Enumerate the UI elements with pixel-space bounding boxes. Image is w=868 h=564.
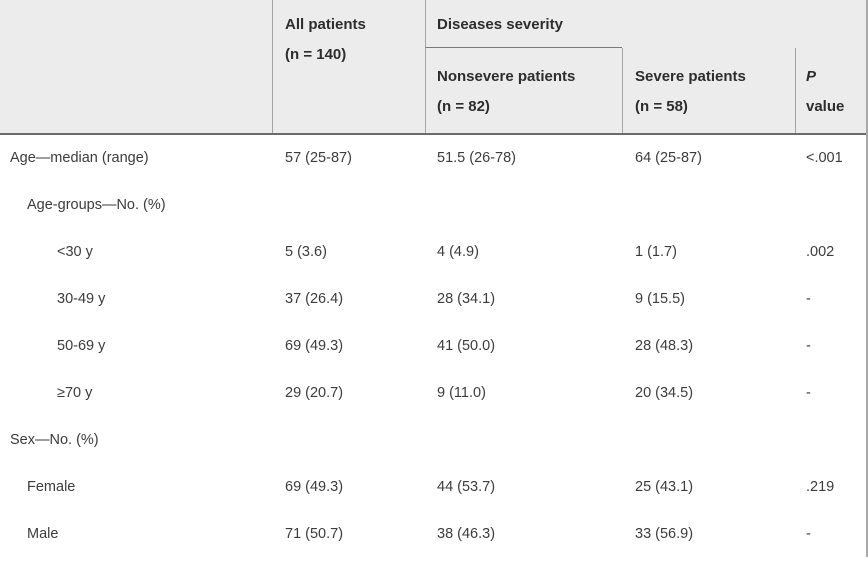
table-row-sex: Sex—No. (%) [0, 416, 866, 463]
cell-severe: 25 (43.1) [635, 478, 694, 495]
cell-nonsevere: 51.5 (26-78) [437, 150, 516, 167]
cell-severe: 1 (1.7) [635, 244, 677, 261]
table-row-female: Female 69 (49.3) 44 (53.7) 25 (43.1) .21… [0, 463, 866, 510]
header-nonsevere-n: (n = 82) [437, 98, 490, 115]
cell-p-value: <.001 [806, 150, 843, 167]
header-p-label: P [806, 68, 817, 85]
header-diseases-severity-label: Diseases severity [437, 16, 563, 33]
table-row-age-median: Age—median (range) 57 (25-87) 51.5 (26-7… [0, 135, 866, 182]
header-severe-n: (n = 58) [635, 98, 688, 115]
header-p-value-label: value [806, 98, 845, 115]
header-stub-cell [0, 0, 272, 133]
header-severe-label: Severe patients [635, 68, 746, 85]
row-label: Sex—No. (%) [10, 431, 99, 448]
table-body: Age—median (range) 57 (25-87) 51.5 (26-7… [0, 135, 866, 557]
cell-all-patients: 37 (26.4) [285, 291, 344, 308]
cell-severe: 64 (25-87) [635, 150, 702, 167]
table-row-male: Male 71 (50.7) 38 (46.3) 33 (56.9) - [0, 510, 866, 557]
cell-p-value: - [806, 525, 811, 542]
cell-all-patients: 69 (49.3) [285, 337, 344, 354]
header-all-patients-n: (n = 140) [285, 46, 347, 63]
cell-severe: 33 (56.9) [635, 525, 694, 542]
cell-severe: 28 (48.3) [635, 337, 694, 354]
cell-nonsevere: 9 (11.0) [437, 384, 486, 401]
cell-all-patients: 71 (50.7) [285, 525, 344, 542]
table-row-70-plus: ≥70 y 29 (20.7) 9 (11.0) 20 (34.5) - [0, 369, 866, 416]
cell-nonsevere: 41 (50.0) [437, 337, 496, 354]
cell-nonsevere: 38 (46.3) [437, 525, 496, 542]
cell-p-value: - [806, 337, 811, 354]
cell-p-value: .002 [806, 244, 835, 261]
cell-severe: 9 (15.5) [635, 291, 685, 308]
header-nonsevere-patients: Nonsevere patients (n = 82) [425, 48, 622, 133]
row-label: Female [27, 478, 76, 495]
cell-p-value: - [806, 291, 811, 308]
cell-nonsevere: 28 (34.1) [437, 291, 496, 308]
row-label: 30-49 y [57, 291, 106, 308]
cell-p-value: .219 [806, 478, 835, 495]
cell-all-patients: 69 (49.3) [285, 478, 344, 495]
header-nonsevere-label: Nonsevere patients [437, 68, 576, 85]
cell-all-patients: 5 (3.6) [285, 244, 327, 261]
cell-all-patients: 57 (25-87) [285, 150, 352, 167]
cell-p-value: - [806, 384, 811, 401]
cell-severe: 20 (34.5) [635, 384, 694, 401]
header-p-value: P value [795, 48, 866, 133]
table-row-50-69: 50-69 y 69 (49.3) 41 (50.0) 28 (48.3) - [0, 323, 866, 370]
row-label: Age—median (range) [10, 150, 149, 167]
row-label: Age-groups—No. (%) [27, 197, 166, 214]
row-label: Male [27, 525, 59, 542]
table-row-30-49: 30-49 y 37 (26.4) 28 (34.1) 9 (15.5) - [0, 276, 866, 323]
cell-all-patients: 29 (20.7) [285, 384, 344, 401]
header-all-patients: All patients (n = 140) [272, 0, 425, 133]
header-severe-patients: Severe patients (n = 58) [622, 48, 795, 133]
table-row-age-groups: Age-groups—No. (%) [0, 182, 866, 229]
header-diseases-severity: Diseases severity [425, 0, 622, 48]
cell-nonsevere: 4 (4.9) [437, 244, 479, 261]
row-label: 50-69 y [57, 337, 106, 354]
row-label: <30 y [57, 244, 93, 261]
table-row-under-30: <30 y 5 (3.6) 4 (4.9) 1 (1.7) .002 [0, 229, 866, 276]
header-spacer [622, 0, 795, 48]
header-spacer [795, 0, 866, 48]
header-all-patients-label: All patients [285, 16, 366, 33]
row-label: ≥70 y [57, 384, 93, 401]
cell-nonsevere: 44 (53.7) [437, 478, 496, 495]
table-header: All patients (n = 140) Diseases severity… [0, 0, 866, 135]
